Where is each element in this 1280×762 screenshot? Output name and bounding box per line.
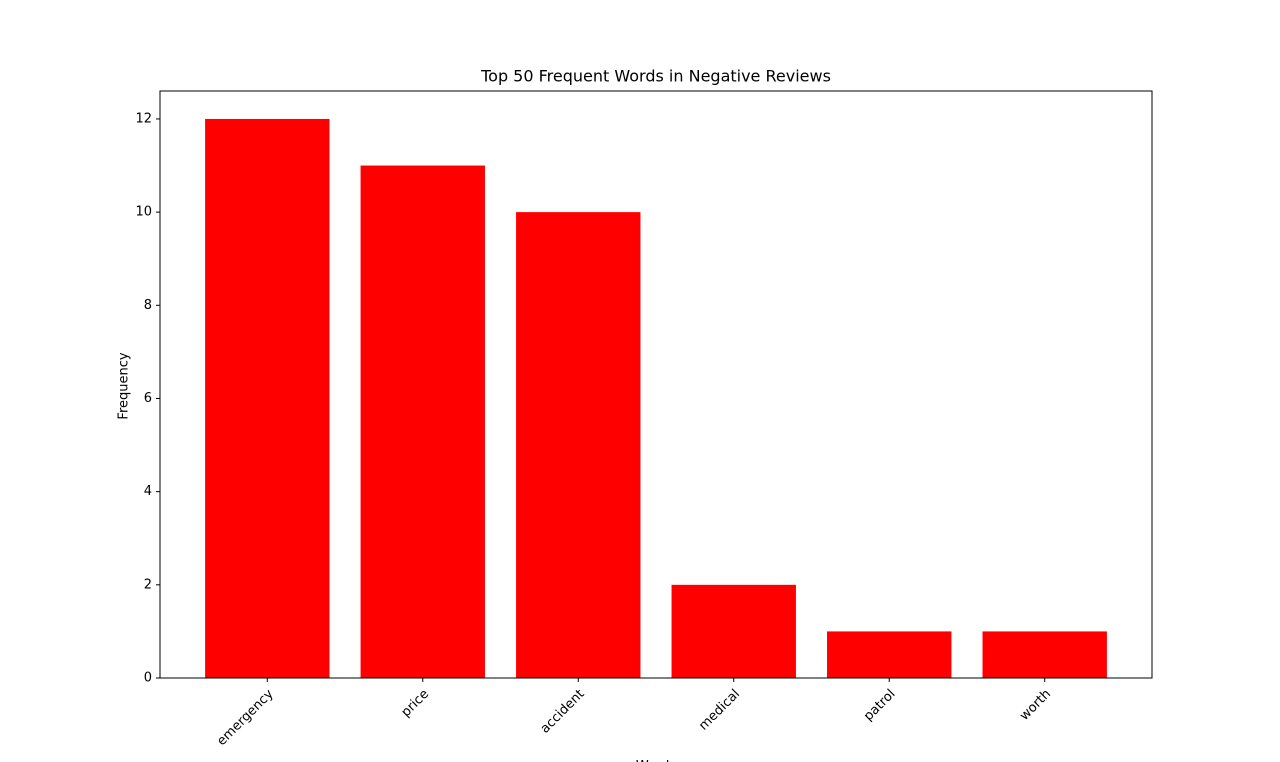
y-axis-label: Frequency — [117, 352, 132, 419]
bar — [827, 631, 952, 678]
y-tick-label: 0 — [144, 671, 152, 686]
chart-title: Top 50 Frequent Words in Negative Review… — [480, 67, 831, 86]
y-tick-label: 10 — [135, 205, 152, 220]
y-tick-label: 8 — [144, 298, 152, 313]
bar — [360, 165, 485, 679]
plot-frame — [159, 90, 1153, 679]
bar — [671, 584, 796, 678]
x-axis-label: Words — [636, 759, 676, 762]
bar — [205, 118, 330, 678]
y-tick-label: 12 — [135, 111, 152, 126]
bar — [516, 212, 641, 678]
y-tick-label: 2 — [144, 577, 152, 592]
y-tick-label: 4 — [144, 484, 152, 499]
bar — [982, 631, 1107, 678]
y-tick-label: 6 — [144, 391, 152, 406]
